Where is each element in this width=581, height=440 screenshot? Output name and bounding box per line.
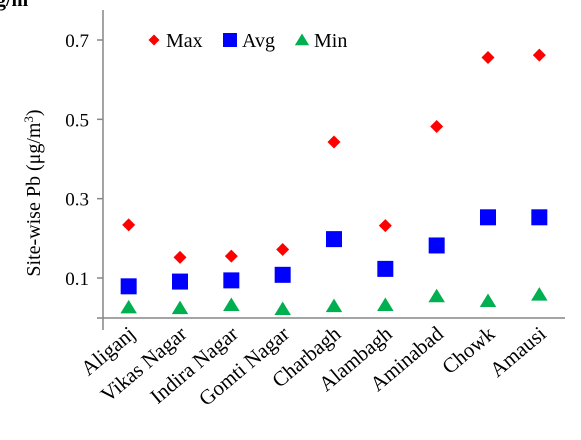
point-min bbox=[274, 301, 291, 315]
legend-label-max: Max bbox=[166, 30, 203, 52]
legend-label-min: Min bbox=[314, 30, 347, 52]
point-min bbox=[480, 294, 497, 308]
point-min bbox=[326, 299, 343, 313]
point-max bbox=[482, 51, 495, 64]
point-avg bbox=[480, 209, 496, 225]
y-tick-label: 0.1 bbox=[65, 269, 89, 290]
point-min bbox=[120, 300, 137, 314]
point-min bbox=[223, 297, 240, 311]
point-avg bbox=[172, 274, 188, 290]
legend: Max Avg Min bbox=[149, 30, 348, 52]
y-tick-label: 0.5 bbox=[65, 110, 89, 131]
point-avg bbox=[326, 231, 342, 247]
point-min bbox=[172, 301, 189, 315]
legend-label-avg: Avg bbox=[242, 30, 275, 52]
legend-marker-min bbox=[295, 34, 309, 46]
point-avg bbox=[429, 237, 445, 253]
point-min bbox=[377, 297, 394, 311]
legend-marker-avg bbox=[223, 33, 237, 47]
point-max bbox=[122, 218, 135, 231]
point-avg bbox=[121, 278, 137, 294]
point-avg bbox=[275, 267, 291, 283]
point-max bbox=[379, 219, 392, 232]
point-min bbox=[531, 287, 548, 301]
y-tick-label: 0.7 bbox=[65, 31, 89, 52]
point-avg bbox=[223, 272, 239, 288]
x-tick-label: Amausi bbox=[485, 321, 551, 381]
y-axis-label: Site-wise Pb (μg/m3) bbox=[21, 109, 46, 276]
point-max bbox=[430, 120, 443, 133]
point-max bbox=[225, 250, 238, 263]
point-max bbox=[328, 135, 341, 148]
y-tick-label: 0.3 bbox=[65, 190, 89, 211]
point-max bbox=[174, 251, 187, 264]
chart-title-fragment: g/m bbox=[0, 0, 29, 11]
point-min bbox=[428, 289, 445, 303]
legend-marker-max bbox=[149, 35, 160, 46]
point-max bbox=[276, 243, 289, 256]
data-points bbox=[120, 49, 547, 315]
point-avg bbox=[531, 209, 547, 225]
point-avg bbox=[377, 261, 393, 277]
y-ticks: 0.1 0.3 0.5 0.7 bbox=[65, 31, 103, 290]
point-max bbox=[533, 49, 546, 62]
